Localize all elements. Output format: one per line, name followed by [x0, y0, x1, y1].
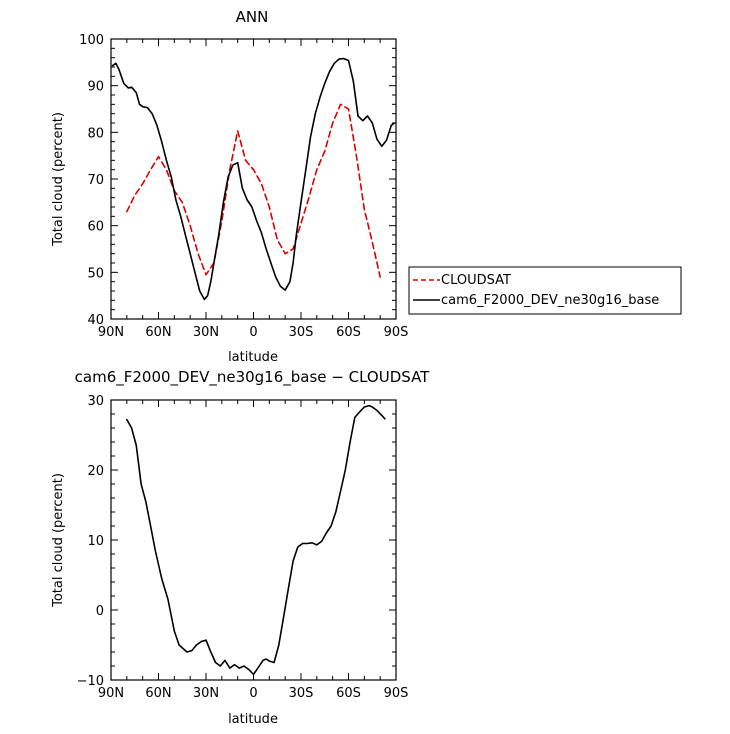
y-tick-label: 10 [87, 534, 104, 549]
y-tick-label: 30 [87, 394, 104, 409]
legend-label-cloudsat: CLOUDSAT [441, 273, 511, 288]
top-x-tick-labels: 90N 60N 30N 0 30S 60S 90S [98, 325, 409, 340]
bottom-plot-frame [110, 399, 397, 681]
x-tick-label: 60S [336, 325, 361, 340]
x-tick-label: 60N [145, 686, 171, 701]
bottom-y-tick-labels: −10 0 10 20 30 [77, 394, 104, 689]
series-line-difference [126, 404, 386, 676]
y-tick-label: 0 [96, 604, 104, 619]
legend: CLOUDSAT cam6_F2000_DEV_ne30g16_base [408, 266, 682, 315]
y-tick-label: −10 [77, 674, 104, 689]
x-tick-label: 30N [193, 325, 219, 340]
y-tick-label: 50 [87, 266, 104, 281]
x-tick-label: 90N [98, 686, 124, 701]
x-tick-label: 90N [98, 325, 124, 340]
bottom-x-axis-label: latitude [228, 712, 278, 727]
y-tick-label: 90 [87, 80, 104, 95]
x-tick-label: 30N [193, 686, 219, 701]
top-x-axis-label: latitude [228, 350, 278, 365]
x-tick-label: 90S [384, 686, 409, 701]
x-tick-label: 60S [336, 686, 361, 701]
bottom-series-lines [126, 404, 386, 676]
top-chart-title: ANN [236, 8, 269, 26]
x-tick-label: 0 [249, 325, 257, 340]
legend-label-cam6: cam6_F2000_DEV_ne30g16_base [441, 293, 659, 308]
x-tick-label: 60N [145, 325, 171, 340]
legend-box [408, 266, 682, 315]
series-line-cloudsat [126, 103, 382, 278]
bottom-x-tick-labels: 90N 60N 30N 0 30S 60S 90S [98, 686, 409, 701]
series-line-cam6-f2000-dev-ne30g16-base [111, 57, 396, 301]
panel-difference: cam6_F2000_DEV_ne30g16_base − CLOUDSAT 9… [51, 368, 430, 727]
y-tick-label: 80 [87, 126, 104, 141]
y-tick-label: 20 [87, 464, 104, 479]
bottom-y-axis-label: Total cloud (percent) [51, 473, 66, 608]
x-tick-label: 90S [384, 325, 409, 340]
y-tick-label: 70 [87, 173, 104, 188]
x-tick-label: 30S [289, 325, 314, 340]
top-y-tick-labels: 40 50 60 70 80 90 100 [79, 33, 104, 328]
x-tick-label: 30S [289, 686, 314, 701]
y-tick-label: 60 [87, 220, 104, 235]
y-tick-label: 100 [79, 33, 104, 48]
y-tick-label: 40 [87, 313, 104, 328]
top-y-axis-label: Total cloud (percent) [51, 112, 66, 247]
bottom-chart-title: cam6_F2000_DEV_ne30g16_base − CLOUDSAT [75, 368, 431, 387]
top-plot-frame [110, 38, 397, 320]
top-series-lines [111, 57, 396, 301]
x-tick-label: 0 [249, 686, 257, 701]
panel-annual-total-cloud: ANN 90N 60N 30N 0 30S 60S 90S 405060708090100 … [51, 8, 682, 365]
